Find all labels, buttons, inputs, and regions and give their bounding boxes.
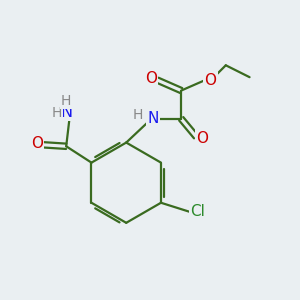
Text: N: N [147,111,159,126]
Text: O: O [31,136,43,151]
Text: O: O [204,73,216,88]
Text: O: O [145,71,157,86]
Text: H: H [61,94,71,108]
Text: Cl: Cl [190,204,205,219]
Text: H: H [52,106,62,120]
Text: O: O [196,130,208,146]
Text: N: N [60,105,72,120]
Text: H: H [133,108,143,122]
